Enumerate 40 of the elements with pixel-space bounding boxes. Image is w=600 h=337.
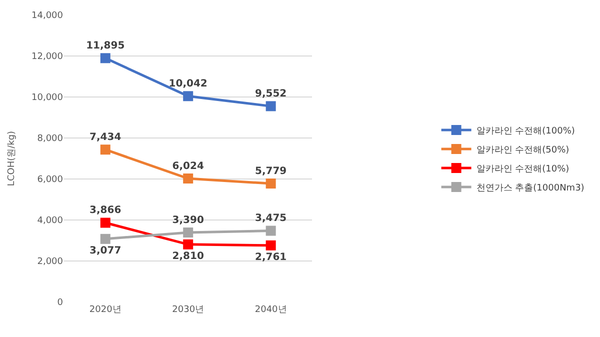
point [183,239,194,250]
y-tick-label: 4,000 [37,216,64,226]
data-label: 9,552 [255,88,287,100]
data-label: 11,895 [86,40,125,52]
data-label: 3,077 [90,246,122,257]
data-label: 2,810 [172,251,204,262]
legend-label: 알카라인 수전해(100%) [476,126,575,137]
y-tick-label: 14,000 [32,11,64,22]
point [100,218,110,228]
point [100,144,110,155]
y-tick-label: 0 [57,298,64,308]
point [183,228,194,238]
point [100,234,110,244]
data-label: 5,779 [255,166,287,177]
y-axis-title: LCOH(원/kg) [6,130,17,186]
data-label: 7,434 [90,132,122,143]
y-tick-label: 12,000 [32,52,64,62]
point [266,178,276,189]
y-tick-label: 6,000 [37,175,64,186]
point [100,53,110,64]
point [183,91,194,102]
point [266,226,276,236]
x-tick-label: 2020년 [89,305,122,315]
y-tick-label: 2,000 [37,257,64,268]
point [266,101,276,112]
x-tick-label: 2040년 [254,305,287,315]
data-label: 2,761 [255,252,287,264]
point [266,240,276,250]
y-tick-label: 8,000 [37,134,64,144]
data-label: 10,042 [168,78,208,90]
legend-label: 천연가스 추출(1000Nm3) [476,184,584,194]
data-label: 3,866 [90,205,122,216]
legend-label: 알카라인 수전해(10%) [476,164,570,175]
data-label: 3,475 [255,213,287,224]
data-label: 6,024 [172,160,204,172]
data-label: 3,390 [172,214,204,226]
x-tick-label: 2030년 [172,305,204,315]
y-tick-label: 10,000 [32,93,64,104]
point [183,174,194,184]
legend-label: 알카라인 수전해(50%) [476,146,570,156]
